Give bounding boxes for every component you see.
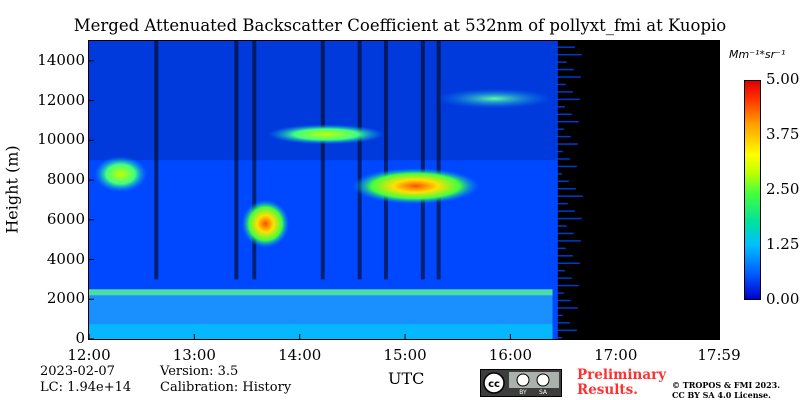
- copyright-notice: © TROPOS & FMI 2023. CC BY SA 4.0 Licens…: [672, 380, 780, 400]
- cloud-layer: [352, 168, 479, 204]
- y-tick-label: 12000: [37, 90, 85, 109]
- plot-area: [88, 40, 720, 340]
- edge-noise: [555, 195, 583, 197]
- colorbar-unit: Mm⁻¹*sr⁻¹: [729, 48, 786, 61]
- preliminary-line-2: Results.: [577, 382, 638, 398]
- edge-noise: [555, 329, 577, 332]
- x-tick-label: 16:00: [488, 346, 533, 364]
- edge-noise: [555, 232, 574, 235]
- cc-by-sa-icon: cc BY SA: [483, 372, 559, 396]
- y-tick-label: 14000: [37, 50, 85, 69]
- copyright-line-1: © TROPOS & FMI 2023.: [672, 380, 781, 390]
- missing-profile-stripe: [234, 41, 239, 280]
- edge-noise: [555, 150, 563, 153]
- colorbar: [744, 80, 761, 300]
- cloud-layer: [436, 88, 553, 109]
- no-data-region: [557, 41, 719, 339]
- edge-noise: [555, 76, 581, 78]
- y-axis-label: Height (m): [2, 145, 22, 234]
- x-axis-label: UTC: [388, 369, 425, 388]
- edge-noise: [555, 46, 575, 48]
- edge-noise: [555, 143, 578, 145]
- edge-noise: [555, 307, 578, 309]
- version-label: Version: 3.5: [160, 364, 239, 379]
- colorbar-tick-label: 1.25: [766, 235, 800, 253]
- x-tick-label: 17:59: [697, 346, 741, 364]
- edge-noise: [555, 180, 569, 183]
- edge-noise: [555, 247, 566, 250]
- date-label: 2023-02-07: [40, 364, 115, 379]
- edge-noise: [555, 277, 572, 279]
- edge-noise: [555, 128, 564, 130]
- x-tick-label: 12:00: [67, 346, 111, 364]
- edge-noise: [555, 217, 582, 220]
- edge-noise: [555, 188, 576, 190]
- edge-noise: [555, 284, 579, 287]
- cloud-layer: [94, 156, 147, 192]
- edge-noise: [555, 322, 570, 324]
- cloud-layer: [241, 199, 290, 248]
- copyright-line-2: CC BY SA 4.0 License.: [672, 390, 771, 400]
- backscatter-heatmap: [89, 41, 719, 339]
- lc-label: LC: 1.94e+14: [40, 380, 132, 395]
- cc-license-badge: cc BY SA: [480, 369, 562, 397]
- missing-profile-stripe: [320, 41, 325, 280]
- y-tick-label: 8000: [46, 170, 85, 189]
- edge-noise: [555, 210, 575, 212]
- edge-noise: [555, 202, 568, 205]
- missing-profile-stripe: [420, 41, 425, 280]
- edge-noise: [555, 135, 571, 138]
- edge-noise: [555, 83, 566, 86]
- missing-profile-stripe: [436, 41, 441, 280]
- edge-noise: [555, 91, 573, 93]
- cc-by-text: BY: [519, 389, 527, 396]
- missing-profile-stripe: [252, 41, 257, 280]
- edge-noise: [555, 292, 564, 294]
- missing-profile-stripe: [383, 41, 388, 280]
- edge-noise: [555, 262, 580, 264]
- y-tick-label: 10000: [37, 130, 85, 149]
- svg-text:cc: cc: [488, 379, 500, 390]
- boundary-layer-top: [89, 289, 553, 296]
- colorbar-tick-label: 0.00: [766, 290, 800, 308]
- x-tick-label: 15:00: [383, 346, 427, 364]
- edge-noise: [555, 120, 579, 123]
- surface-layer: [89, 324, 553, 339]
- chart-title: Merged Attenuated Backscatter Coefficien…: [73, 16, 727, 35]
- cc-sa-text: SA: [539, 389, 548, 396]
- edge-noise: [555, 68, 574, 71]
- calibration-label: Calibration: History: [160, 380, 292, 395]
- edge-noise: [555, 53, 582, 56]
- edge-noise: [555, 240, 581, 242]
- y-tick-label: 0: [75, 329, 85, 347]
- missing-profile-stripe: [357, 41, 362, 280]
- colorbar-tick-label: 5.00: [766, 70, 800, 88]
- cloud-layer: [268, 124, 384, 145]
- edge-noise: [555, 225, 567, 227]
- edge-noise: [555, 314, 563, 317]
- edge-noise: [555, 106, 565, 108]
- y-tick-label: 4000: [46, 249, 85, 268]
- colorbar-tick-label: 2.50: [766, 180, 800, 198]
- colorbar-tick-label: 3.75: [766, 125, 800, 143]
- preliminary-notice: Preliminary Results.: [577, 368, 666, 398]
- edge-noise: [555, 173, 562, 175]
- edge-noise: [555, 255, 573, 257]
- edge-noise: [555, 98, 580, 101]
- edge-noise: [555, 113, 572, 115]
- edge-noise: [555, 269, 565, 272]
- y-tick-label: 2000: [46, 289, 85, 308]
- edge-noise: [555, 299, 571, 302]
- x-tick-label: 14:00: [278, 346, 322, 364]
- preliminary-line-1: Preliminary: [577, 367, 667, 383]
- x-tick-label: 17:00: [594, 346, 638, 364]
- edge-noise: [555, 165, 577, 168]
- edge-noise: [555, 61, 567, 63]
- edge-noise: [555, 337, 562, 339]
- missing-profile-stripe: [154, 41, 159, 280]
- x-tick-label: 13:00: [172, 346, 216, 364]
- y-tick-label: 6000: [46, 209, 85, 228]
- edge-noise: [555, 158, 570, 160]
